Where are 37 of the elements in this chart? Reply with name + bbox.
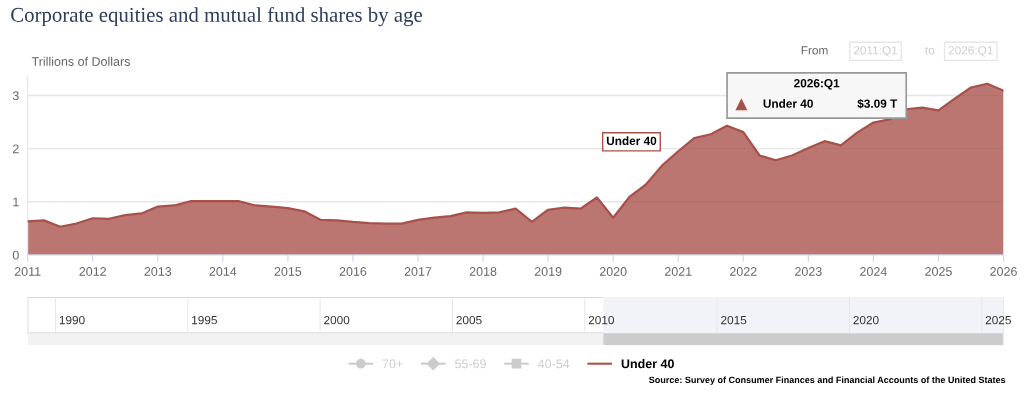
annotation: $3.09 T bbox=[857, 98, 898, 109]
text: 2005 bbox=[456, 315, 482, 325]
text: 2020 bbox=[853, 315, 879, 325]
x-tick-label: 2011 bbox=[14, 267, 41, 276]
x-tick-label: 2013 bbox=[144, 267, 172, 276]
x-tick-label: 2017 bbox=[404, 267, 432, 276]
text: 2010 bbox=[588, 315, 614, 325]
x-tick-label: 2014 bbox=[209, 267, 237, 276]
y-axis-title: Trillions of Dollars bbox=[31, 56, 130, 66]
text: 2000 bbox=[324, 315, 350, 325]
x-tick-label: 2026 bbox=[990, 267, 1017, 276]
x-tick-label: 2022 bbox=[730, 267, 757, 276]
y-tick-label: 0 bbox=[12, 250, 19, 260]
annotation: Under 40 bbox=[606, 136, 657, 146]
y-tick-label: 2 bbox=[12, 144, 19, 154]
annotation: Under 40 bbox=[763, 99, 813, 108]
y-tick-label: 3 bbox=[12, 91, 19, 101]
x-tick-label: 2018 bbox=[469, 267, 497, 276]
x-tick-label: 2024 bbox=[860, 267, 887, 276]
text: 2015 bbox=[721, 315, 747, 325]
x-tick-label: 2016 bbox=[339, 267, 367, 276]
source-note: Source: Survey of Consumer Finances and Financial Accounts of the United States bbox=[649, 376, 1006, 385]
x-tick-label: 2025 bbox=[925, 267, 952, 276]
annotation: 2026:Q1 bbox=[794, 79, 840, 90]
x-tick-label: 2019 bbox=[534, 267, 562, 276]
x-tick-label: 2023 bbox=[795, 267, 822, 276]
text: 1995 bbox=[192, 315, 217, 325]
chart-title: Corporate equities and mutual fund shares by age bbox=[11, 7, 423, 27]
x-tick-label: 2012 bbox=[79, 267, 106, 276]
text: 1990 bbox=[59, 315, 85, 325]
legend-label: Under 40 bbox=[621, 359, 674, 369]
text: 2025 bbox=[985, 315, 1011, 325]
x-tick-label: 2021 bbox=[664, 267, 692, 276]
y-tick-label: 1 bbox=[13, 197, 19, 207]
text: From bbox=[801, 46, 828, 55]
x-tick-label: 2020 bbox=[599, 267, 627, 276]
x-tick-label: 2015 bbox=[274, 267, 302, 276]
